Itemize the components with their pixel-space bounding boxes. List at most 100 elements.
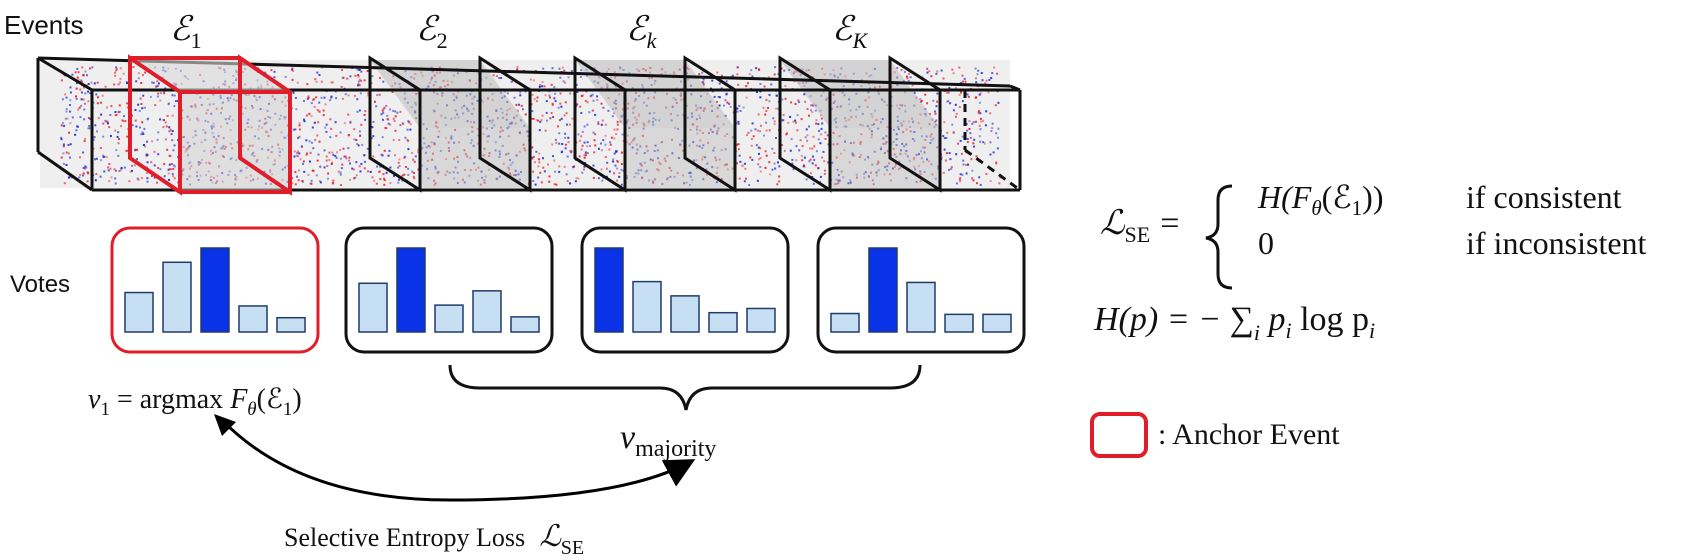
event-point [895,144,898,147]
event-point [716,100,718,103]
event-point [922,146,925,149]
event-point [453,177,456,180]
event-point [136,158,138,161]
event-point [308,140,311,143]
event-point [325,123,328,126]
event-point [923,170,926,173]
event-point [87,100,90,103]
event-point [564,136,567,139]
event-point [65,151,68,154]
event-point [427,144,430,147]
event-point [972,121,975,123]
event-label-K: ℰK [832,11,869,53]
event-point [522,108,524,111]
event-point [838,135,841,138]
event-point [924,93,927,96]
event-point [411,151,414,154]
event-point [959,180,962,183]
event-point [725,93,728,96]
event-point [792,168,795,171]
event-point [750,138,753,140]
event-point [346,77,349,80]
event-point [764,113,767,116]
event-point [518,178,521,181]
event-point [485,127,488,130]
event-point [159,118,162,121]
event-point [702,83,705,86]
event-point [156,80,159,83]
event-point [518,150,521,153]
event-point [998,182,1001,185]
event-point [612,158,615,161]
event-point [805,178,808,181]
event-point [340,184,342,186]
event-point [311,126,314,129]
event-point [778,180,781,183]
event-point [404,155,407,158]
event-point [425,146,428,149]
event-point [942,77,945,80]
event-point [660,141,663,144]
event-point [414,155,417,158]
event-point [867,175,870,178]
event-point [386,114,389,117]
event-point [358,109,361,112]
event-point [967,95,970,98]
event-point [685,181,688,184]
event-point [343,122,346,125]
event-point [712,149,715,152]
event-point [293,155,296,158]
event-point [977,111,980,114]
event-point [913,139,916,142]
event-point [948,86,951,89]
event-point [790,138,793,141]
event-point [482,132,485,135]
event-point [969,136,972,139]
event-point [537,119,540,122]
vote-bar [124,291,154,333]
event-point [531,117,534,120]
event-point [363,154,366,157]
event-point [920,157,923,160]
event-point [545,111,548,114]
event-point [808,160,811,163]
event-point [83,86,85,89]
event-point [157,167,160,169]
event-point [560,105,563,108]
event-point [646,149,649,152]
event-point [731,167,734,170]
event-point [995,162,998,165]
event-point [856,176,858,179]
event-point [575,177,578,180]
event-point [87,83,90,86]
event-point [76,68,79,70]
event-point [421,164,424,167]
event-point [984,124,987,127]
event-point [900,149,902,152]
event-point [549,117,552,120]
event-point [666,155,669,157]
event-point [105,155,108,158]
event-point [979,117,982,120]
event-point [567,136,570,139]
event-point [391,91,394,93]
case2-condition: if inconsistent [1466,225,1647,261]
event-point [814,109,817,112]
event-point [151,140,154,143]
event-point [574,180,577,183]
event-point [679,144,682,147]
event-point [836,143,839,146]
event-point [584,152,587,155]
event-point [514,169,517,172]
event-point [656,149,659,152]
event-point [384,126,387,129]
event-point [542,157,544,160]
event-point [699,139,702,142]
event-point [565,112,568,115]
window-k-planes [573,55,737,193]
event-point [412,172,415,174]
event-point [592,164,595,167]
event-point [893,166,896,169]
event-point [114,111,117,113]
event-point [329,99,332,102]
